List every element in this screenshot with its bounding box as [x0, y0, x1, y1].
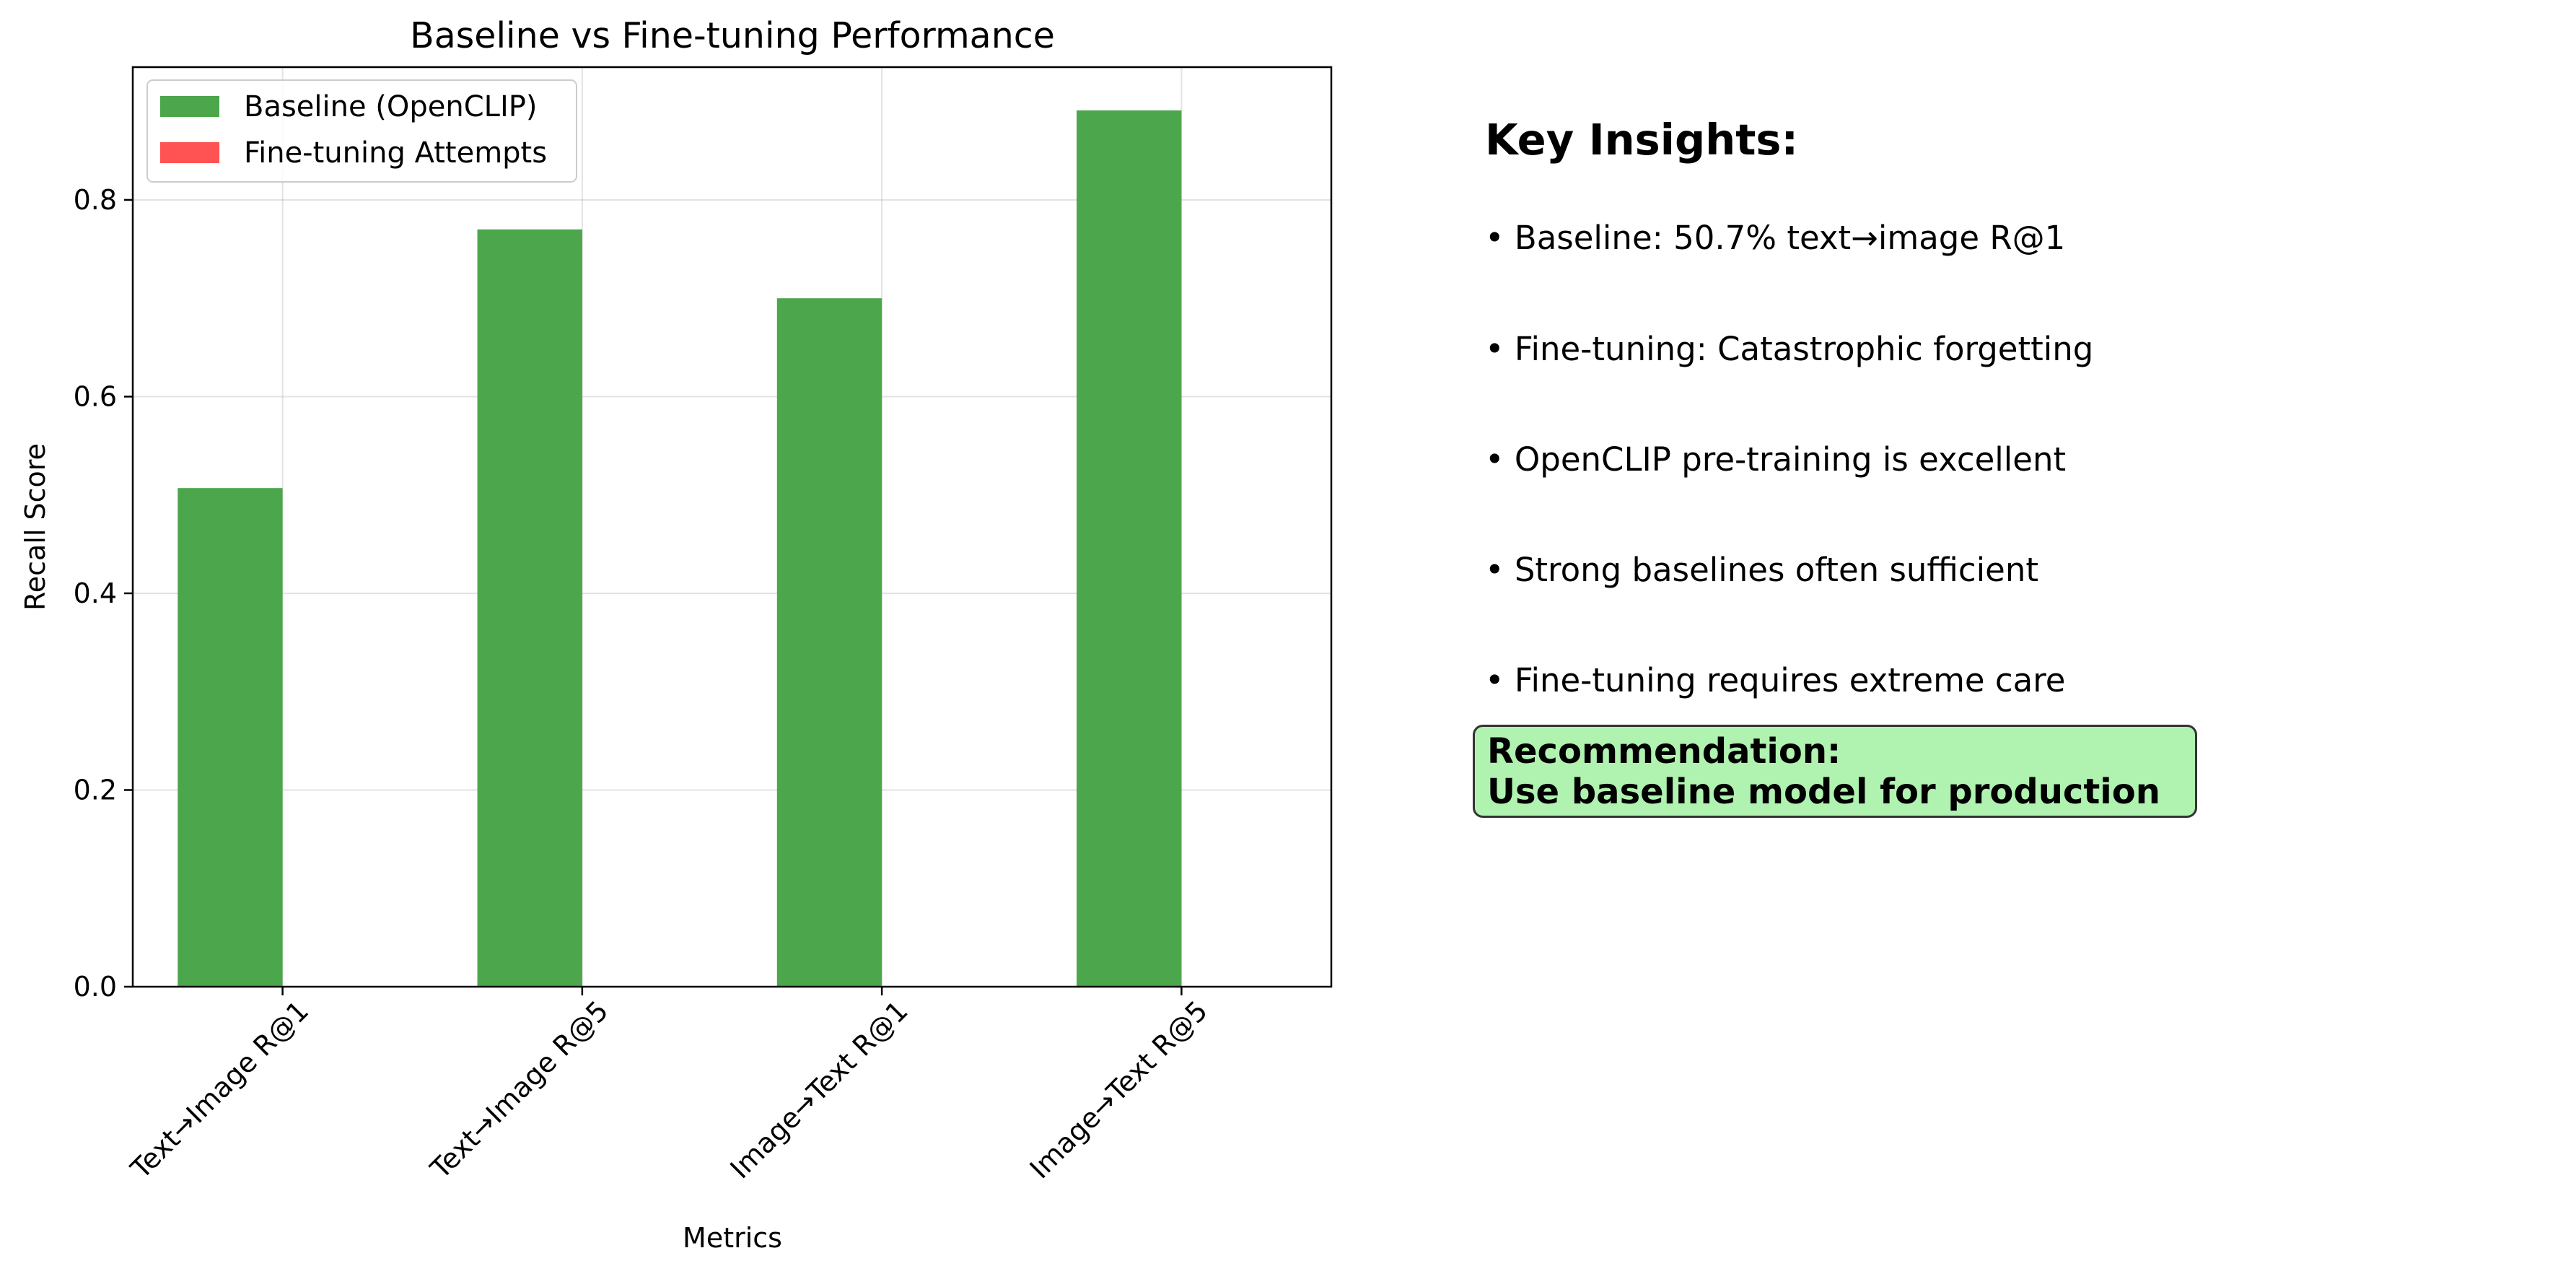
- legend-swatch-fine-tuning: [160, 142, 219, 163]
- y-axis-ticks: 0.0 0.2 0.4 0.6 0.8: [74, 184, 133, 1003]
- recommendation-text: Use baseline model for production: [1487, 772, 2160, 812]
- chart: Baseline vs Fine-tuning Performance 0.00…: [19, 15, 1333, 1254]
- x-tick-label: Image→Text R@5: [1024, 995, 1214, 1184]
- legend-frame: [146, 79, 577, 183]
- insight-item: • Fine-tuning: Catastrophic forgetting: [1485, 330, 2094, 368]
- legend-swatch-baseline: [160, 96, 219, 117]
- recommendation-box: Recommendation: Use baseline model for p…: [1473, 725, 2197, 818]
- y-axis-label: Recall Score: [19, 443, 51, 611]
- bar-baseline: [1077, 110, 1182, 987]
- y-tick-label: 0.0: [74, 971, 117, 1003]
- recommendation-heading: Recommendation:: [1487, 731, 1841, 772]
- x-tick-label: Image→Text R@1: [724, 995, 914, 1184]
- insights-title: Key Insights:: [1485, 115, 1799, 165]
- bars: [178, 110, 1182, 987]
- x-tick-label: Text→Image R@5: [424, 995, 614, 1185]
- bar-baseline: [776, 298, 882, 987]
- plot-frame: [131, 66, 1333, 988]
- legend-label-fine-tuning: Fine-tuning Attempts: [244, 136, 547, 170]
- legend: Baseline (OpenCLIP) Fine-tuning Attempts: [146, 79, 577, 183]
- insight-item: • Baseline: 50.7% text→image R@1: [1485, 219, 2066, 257]
- insight-item: • Strong baselines often sufficient: [1485, 551, 2039, 589]
- y-tick-label: 0.2: [74, 774, 117, 806]
- y-tick-label: 0.4: [74, 577, 117, 609]
- y-tick-label: 0.6: [74, 380, 117, 412]
- x-axis-ticks: Text→Image R@1 Text→Image R@5 Image→Text R…: [124, 987, 1214, 1185]
- insight-item: • OpenCLIP pre-training is excellent: [1485, 440, 2067, 479]
- insights-panel: Key Insights:: [1485, 114, 2495, 166]
- bar-baseline: [477, 229, 582, 987]
- y-tick-label: 0.8: [74, 184, 117, 216]
- insight-item: • Fine-tuning requires extreme care: [1485, 661, 2066, 699]
- legend-label-baseline: Baseline (OpenCLIP): [244, 90, 537, 123]
- x-tick-label: Text→Image R@1: [124, 995, 315, 1185]
- bar-baseline: [178, 488, 283, 987]
- x-axis-label: Metrics: [683, 1222, 782, 1254]
- chart-title: Baseline vs Fine-tuning Performance: [410, 15, 1055, 56]
